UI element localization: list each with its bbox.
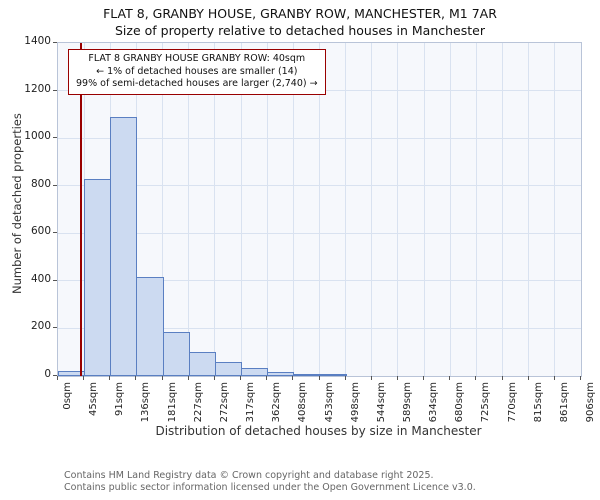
y-tick-mark xyxy=(53,375,57,376)
x-tick-label: 589sqm xyxy=(401,382,413,423)
x-tick-label: 861sqm xyxy=(558,382,570,423)
x-tick-mark xyxy=(475,376,477,380)
x-tick-mark xyxy=(423,376,425,380)
x-tick-label: 181sqm xyxy=(166,382,178,423)
grid-line-vertical xyxy=(449,43,451,376)
x-tick-mark xyxy=(57,376,58,380)
x-tick-label: 725sqm xyxy=(480,382,492,423)
x-tick-mark xyxy=(318,376,320,380)
grid-line-vertical xyxy=(423,43,425,376)
plot-area: FLAT 8 GRANBY HOUSE GRANBY ROW: 40sqm ← … xyxy=(57,42,582,377)
grid-line-vertical xyxy=(319,43,320,376)
grid-line-vertical xyxy=(188,43,190,376)
x-tick-label: 0sqm xyxy=(62,382,73,410)
x-tick-label: 227sqm xyxy=(192,382,204,423)
x-tick-mark xyxy=(370,376,372,380)
histogram-bar xyxy=(188,352,216,376)
y-tick-mark xyxy=(53,89,57,91)
x-tick-mark xyxy=(501,376,503,380)
histogram-bar xyxy=(162,332,190,376)
y-tick-label: 800 xyxy=(30,177,51,190)
histogram-bar xyxy=(267,371,295,376)
y-tick-label: 400 xyxy=(30,272,51,285)
grid-line-vertical xyxy=(240,43,242,376)
x-tick-label: 498sqm xyxy=(349,382,361,423)
x-axis-label: Distribution of detached houses by size … xyxy=(155,424,482,438)
grid-line-vertical xyxy=(371,43,373,376)
chart-title: FLAT 8, GRANBY HOUSE, GRANBY ROW, MANCHE… xyxy=(103,6,497,21)
y-tick-mark xyxy=(53,232,57,234)
grid-line-vertical xyxy=(162,43,164,376)
x-tick-mark xyxy=(527,376,529,380)
x-tick-mark xyxy=(187,376,189,380)
annotation-line2: ← 1% of detached houses are smaller (14) xyxy=(96,65,298,77)
x-tick-mark xyxy=(109,376,111,380)
x-tick-mark xyxy=(266,376,268,380)
y-tick-mark xyxy=(53,327,57,329)
grid-line-vertical xyxy=(214,43,216,376)
x-tick-label: 453sqm xyxy=(323,382,335,423)
footer-line1: Contains HM Land Registry data © Crown c… xyxy=(64,470,434,481)
x-tick-label: 815sqm xyxy=(532,382,544,423)
y-tick-mark xyxy=(53,137,57,139)
footer-attribution: Contains HM Land Registry data © Crown c… xyxy=(64,470,476,494)
annotation-line3: 99% of semi-detached houses are larger (… xyxy=(76,78,318,90)
annotation-line1: FLAT 8 GRANBY HOUSE GRANBY ROW: 40sqm xyxy=(88,53,306,64)
x-tick-label: 544sqm xyxy=(375,382,387,423)
y-tick-mark xyxy=(53,42,57,43)
x-tick-mark xyxy=(344,376,346,380)
histogram-bar xyxy=(319,374,347,376)
y-tick-label: 600 xyxy=(30,225,51,238)
chart-subtitle: Size of property relative to detached ho… xyxy=(114,23,485,38)
annotation-box: FLAT 8 GRANBY HOUSE GRANBY ROW: 40sqm ← … xyxy=(68,49,326,95)
grid-line-vertical xyxy=(528,43,530,376)
histogram-bar xyxy=(84,178,112,376)
y-tick-label: 1000 xyxy=(24,130,51,143)
y-tick-label: 0 xyxy=(44,368,51,380)
grid-line-vertical xyxy=(554,43,556,376)
x-tick-label: 770sqm xyxy=(506,382,518,423)
x-tick-label: 45sqm xyxy=(88,382,100,417)
histogram-bar xyxy=(214,361,243,376)
x-tick-mark xyxy=(553,376,555,380)
grid-line-vertical xyxy=(502,43,504,376)
y-tick-label: 1200 xyxy=(24,82,51,95)
x-tick-label: 634sqm xyxy=(428,382,440,423)
x-tick-label: 408sqm xyxy=(297,382,309,423)
x-tick-mark xyxy=(292,376,294,380)
x-tick-mark xyxy=(240,376,242,380)
footer-line2: Contains public sector information licen… xyxy=(64,481,476,493)
x-tick-mark xyxy=(396,376,398,380)
x-tick-mark xyxy=(135,376,137,380)
x-tick-label: 680sqm xyxy=(454,382,466,423)
x-tick-label: 91sqm xyxy=(114,382,126,417)
grid-line-vertical xyxy=(475,43,477,376)
x-tick-label: 136sqm xyxy=(140,382,152,423)
histogram-bar xyxy=(293,374,321,376)
y-tick-label: 1400 xyxy=(24,35,51,47)
property-size-marker-line xyxy=(80,43,83,376)
histogram-bar xyxy=(110,116,138,376)
histogram-bar xyxy=(241,367,269,376)
x-tick-mark xyxy=(580,376,581,380)
x-tick-label: 906sqm xyxy=(585,382,596,423)
y-tick-mark xyxy=(53,279,57,281)
grid-line-vertical xyxy=(292,43,294,376)
x-tick-mark xyxy=(213,376,215,380)
grid-line-vertical xyxy=(345,43,347,376)
x-tick-mark xyxy=(83,376,85,380)
grid-line-vertical xyxy=(397,43,399,376)
x-tick-mark xyxy=(161,376,163,380)
x-tick-label: 272sqm xyxy=(218,382,230,423)
grid-line-vertical xyxy=(266,43,268,376)
y-tick-label: 200 xyxy=(30,320,51,333)
histogram-bar xyxy=(136,277,164,376)
x-tick-label: 317sqm xyxy=(245,382,257,423)
y-tick-mark xyxy=(53,184,57,186)
x-tick-label: 362sqm xyxy=(271,382,283,423)
x-tick-mark xyxy=(449,376,451,380)
